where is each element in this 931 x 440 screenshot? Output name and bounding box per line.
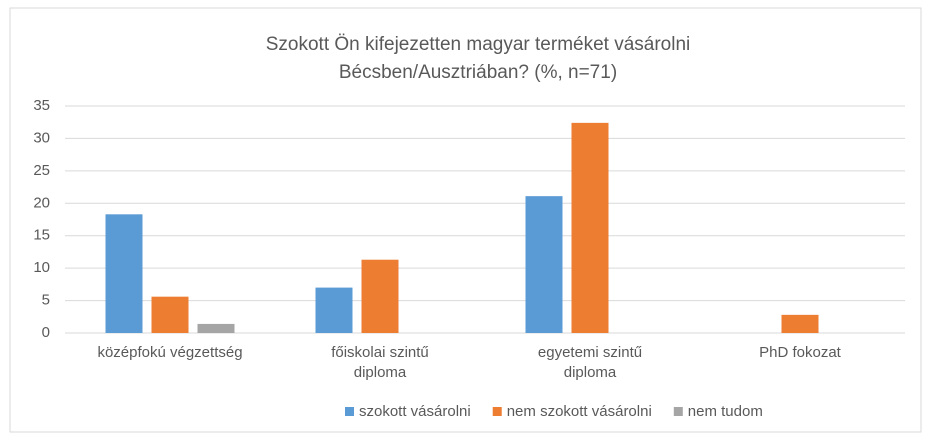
bar bbox=[315, 287, 353, 333]
chart-subtitle: Bécsben/Ausztriában? (%, n=71) bbox=[339, 62, 617, 83]
legend-swatch bbox=[492, 407, 502, 416]
bar bbox=[151, 296, 189, 333]
bar bbox=[361, 259, 399, 333]
chart-title: Szokott Ön kifejezetten magyar terméket … bbox=[266, 34, 691, 55]
bar bbox=[197, 323, 235, 333]
bar bbox=[105, 214, 143, 333]
y-tick-label: 35 bbox=[33, 97, 50, 114]
y-tick-label: 25 bbox=[33, 162, 50, 179]
legend-label: nem tudom bbox=[688, 403, 763, 420]
x-tick-label: egyetemi szintű diploma bbox=[537, 344, 643, 381]
y-tick-label: 30 bbox=[33, 129, 50, 146]
x-tick-label: középfokú végzettség bbox=[97, 344, 243, 361]
y-tick-label: 15 bbox=[33, 227, 50, 244]
chart-frame bbox=[9, 7, 922, 433]
y-tick-label: 0 bbox=[42, 324, 50, 341]
x-tick-label: PhD fokozat bbox=[759, 344, 841, 361]
legend-swatch bbox=[673, 407, 683, 416]
y-tick-label: 5 bbox=[42, 292, 50, 309]
y-tick-label: 20 bbox=[33, 194, 50, 211]
legend-label: nem szokott vásárolni bbox=[507, 403, 652, 420]
y-tick-label: 10 bbox=[33, 259, 50, 276]
legend-swatch bbox=[345, 407, 354, 416]
bar bbox=[525, 196, 563, 333]
bar bbox=[781, 314, 819, 333]
x-tick-label: főiskolai szintű diploma bbox=[331, 344, 429, 381]
legend-label: szokott vásárolni bbox=[359, 403, 471, 420]
bar bbox=[571, 122, 609, 333]
